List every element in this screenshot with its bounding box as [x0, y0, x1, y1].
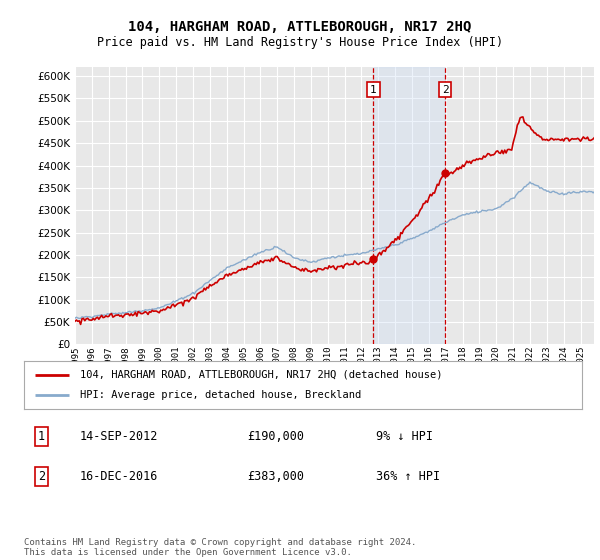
- Text: 36% ↑ HPI: 36% ↑ HPI: [376, 470, 440, 483]
- Text: 104, HARGHAM ROAD, ATTLEBOROUGH, NR17 2HQ: 104, HARGHAM ROAD, ATTLEBOROUGH, NR17 2H…: [128, 20, 472, 34]
- Text: Price paid vs. HM Land Registry's House Price Index (HPI): Price paid vs. HM Land Registry's House …: [97, 36, 503, 49]
- Text: 104, HARGHAM ROAD, ATTLEBOROUGH, NR17 2HQ (detached house): 104, HARGHAM ROAD, ATTLEBOROUGH, NR17 2H…: [80, 370, 442, 380]
- Text: 2: 2: [442, 85, 448, 95]
- Text: HPI: Average price, detached house, Breckland: HPI: Average price, detached house, Brec…: [80, 390, 361, 400]
- Text: 2: 2: [38, 470, 45, 483]
- Text: 16-DEC-2016: 16-DEC-2016: [80, 470, 158, 483]
- Bar: [373, 67, 445, 344]
- Text: Contains HM Land Registry data © Crown copyright and database right 2024.
This d: Contains HM Land Registry data © Crown c…: [24, 538, 416, 557]
- Text: 14-SEP-2012: 14-SEP-2012: [80, 430, 158, 442]
- Text: £383,000: £383,000: [247, 470, 304, 483]
- Text: 1: 1: [38, 430, 45, 442]
- Text: £190,000: £190,000: [247, 430, 304, 442]
- Text: 9% ↓ HPI: 9% ↓ HPI: [376, 430, 433, 442]
- Text: 1: 1: [370, 85, 377, 95]
